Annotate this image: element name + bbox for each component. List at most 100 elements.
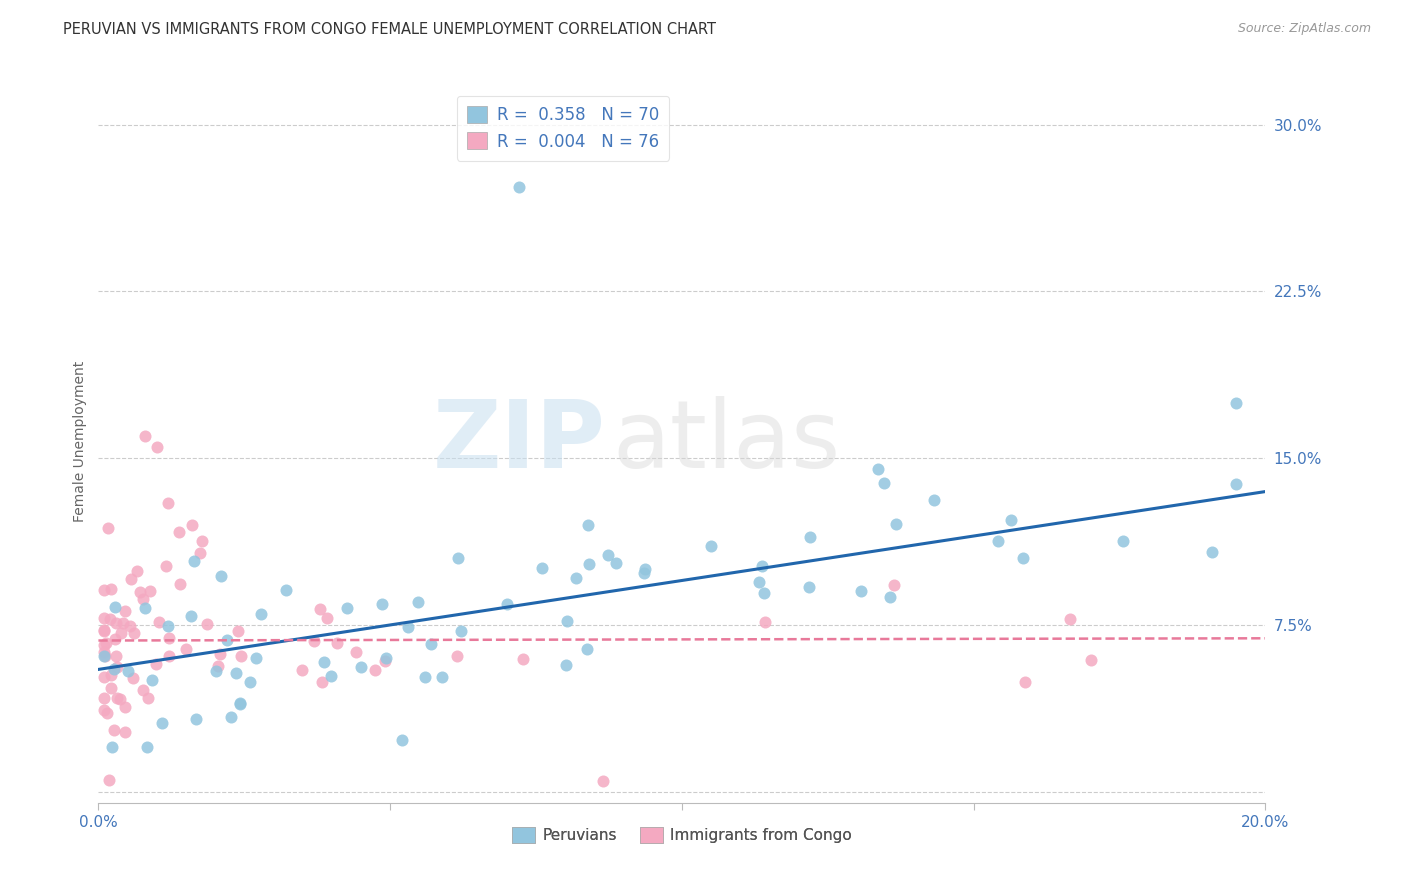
- Point: [93, 624, 115, 638]
- Point: [169, 524, 191, 539]
- Point: [110, 691, 132, 706]
- Point: [219, 710, 242, 724]
- Point: [1014, 674, 1036, 689]
- Point: [124, 626, 146, 640]
- Point: [751, 559, 773, 574]
- Point: [134, 600, 156, 615]
- Legend: Peruvians, Immigrants from Congo: Peruvians, Immigrants from Congo: [506, 822, 858, 849]
- Point: [110, 626, 132, 640]
- Point: [226, 624, 249, 639]
- Point: [141, 673, 163, 687]
- Point: [100, 681, 122, 695]
- Point: [406, 595, 429, 609]
- Point: [1012, 551, 1035, 566]
- Point: [883, 578, 905, 592]
- Point: [93, 638, 115, 652]
- Point: [344, 645, 367, 659]
- Point: [155, 558, 177, 573]
- Point: [873, 476, 896, 491]
- Point: [1059, 612, 1081, 626]
- Point: [205, 664, 228, 678]
- Point: [1080, 653, 1102, 667]
- Point: [117, 664, 139, 678]
- Point: [605, 556, 627, 570]
- Point: [93, 649, 115, 664]
- Point: [555, 614, 578, 628]
- Point: [183, 554, 205, 568]
- Point: [93, 583, 115, 598]
- Point: [105, 660, 128, 674]
- Point: [157, 631, 180, 645]
- Point: [145, 657, 167, 672]
- Point: [132, 682, 155, 697]
- Point: [430, 669, 453, 683]
- Point: [396, 620, 419, 634]
- Point: [413, 670, 436, 684]
- Point: [592, 773, 614, 788]
- Point: [97, 521, 120, 535]
- Point: [391, 733, 413, 747]
- Point: [314, 655, 336, 669]
- Point: [150, 716, 173, 731]
- Y-axis label: Female Unemployment: Female Unemployment: [73, 361, 87, 522]
- Point: [148, 615, 170, 629]
- Point: [120, 572, 142, 586]
- Point: [208, 647, 231, 661]
- Point: [207, 659, 229, 673]
- Point: [104, 615, 127, 630]
- Point: [291, 664, 314, 678]
- Point: [754, 586, 776, 600]
- Point: [105, 649, 128, 664]
- Point: [156, 619, 179, 633]
- Point: [191, 533, 214, 548]
- Point: [304, 633, 326, 648]
- Point: [120, 618, 142, 632]
- Point: [101, 740, 124, 755]
- Point: [157, 648, 180, 663]
- Point: [274, 582, 297, 597]
- Point: [364, 663, 387, 677]
- Point: [94, 649, 117, 664]
- Point: [93, 670, 115, 684]
- Point: [169, 576, 191, 591]
- Point: [93, 611, 115, 625]
- Point: [157, 496, 180, 510]
- Point: [139, 583, 162, 598]
- Point: [530, 561, 553, 575]
- Point: [229, 696, 252, 710]
- Point: [565, 571, 588, 585]
- Point: [851, 584, 873, 599]
- Point: [754, 615, 776, 629]
- Point: [447, 551, 470, 566]
- Point: [245, 651, 267, 665]
- Point: [700, 540, 723, 554]
- Point: [799, 530, 821, 544]
- Point: [112, 615, 135, 630]
- Point: [1201, 544, 1223, 558]
- Point: [114, 725, 136, 739]
- Point: [225, 666, 247, 681]
- Point: [186, 712, 208, 726]
- Point: [922, 492, 945, 507]
- Point: [598, 548, 620, 562]
- Text: PERUVIAN VS IMMIGRANTS FROM CONGO FEMALE UNEMPLOYMENT CORRELATION CHART: PERUVIAN VS IMMIGRANTS FROM CONGO FEMALE…: [63, 22, 716, 37]
- Point: [231, 649, 253, 664]
- Point: [1112, 533, 1135, 548]
- Point: [93, 623, 115, 637]
- Point: [309, 602, 332, 616]
- Point: [229, 698, 252, 712]
- Point: [512, 652, 534, 666]
- Point: [93, 703, 115, 717]
- Point: [180, 517, 202, 532]
- Point: [188, 546, 211, 560]
- Point: [249, 607, 271, 621]
- Point: [100, 667, 122, 681]
- Point: [508, 180, 530, 194]
- Point: [799, 580, 821, 594]
- Point: [174, 642, 197, 657]
- Point: [197, 616, 219, 631]
- Point: [634, 562, 657, 576]
- Point: [96, 636, 118, 650]
- Text: ZIP: ZIP: [433, 395, 606, 488]
- Point: [136, 740, 159, 755]
